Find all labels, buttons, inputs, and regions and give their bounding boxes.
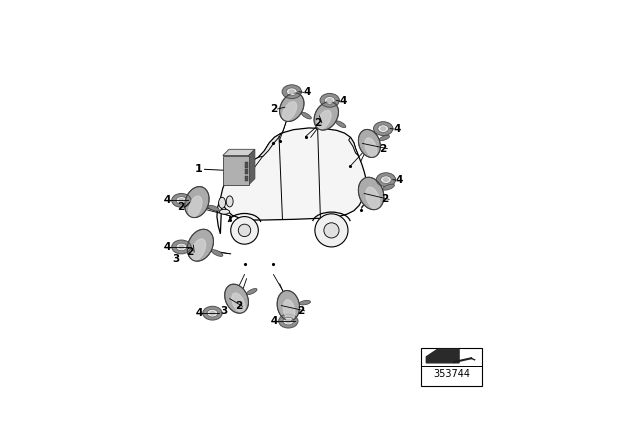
Polygon shape <box>217 128 367 234</box>
Ellipse shape <box>314 102 339 130</box>
Ellipse shape <box>289 90 294 94</box>
Ellipse shape <box>225 284 248 313</box>
Text: 2: 2 <box>177 202 184 212</box>
Ellipse shape <box>208 205 219 211</box>
Ellipse shape <box>282 85 301 99</box>
Ellipse shape <box>284 300 295 320</box>
Ellipse shape <box>246 289 257 295</box>
Ellipse shape <box>179 245 184 249</box>
Ellipse shape <box>189 196 202 217</box>
Circle shape <box>238 224 251 237</box>
Ellipse shape <box>172 240 191 254</box>
Polygon shape <box>349 137 358 155</box>
Text: 3: 3 <box>220 306 227 316</box>
Ellipse shape <box>280 93 304 121</box>
Ellipse shape <box>286 319 291 323</box>
Ellipse shape <box>220 209 230 214</box>
Ellipse shape <box>374 122 393 135</box>
Text: 2: 2 <box>270 104 277 114</box>
Ellipse shape <box>219 197 225 208</box>
Text: 4: 4 <box>164 242 172 252</box>
Text: 2: 2 <box>381 194 388 204</box>
Ellipse shape <box>327 99 332 102</box>
Ellipse shape <box>320 94 339 107</box>
Circle shape <box>315 214 348 247</box>
Ellipse shape <box>287 88 297 95</box>
Ellipse shape <box>277 290 300 321</box>
Ellipse shape <box>185 187 209 218</box>
Ellipse shape <box>226 196 233 207</box>
Ellipse shape <box>378 125 388 133</box>
Ellipse shape <box>381 127 386 130</box>
Ellipse shape <box>381 176 391 184</box>
Ellipse shape <box>176 197 187 204</box>
Polygon shape <box>259 133 282 157</box>
Text: 4: 4 <box>340 96 348 106</box>
Ellipse shape <box>176 243 187 251</box>
Text: 4: 4 <box>303 87 311 97</box>
Ellipse shape <box>211 250 223 256</box>
Text: 2: 2 <box>186 247 194 257</box>
Ellipse shape <box>383 184 394 190</box>
Bar <box>244 163 248 168</box>
Bar <box>223 155 249 185</box>
Ellipse shape <box>232 293 245 312</box>
Ellipse shape <box>336 121 346 128</box>
Ellipse shape <box>358 177 384 210</box>
Text: 1: 1 <box>195 164 202 174</box>
Ellipse shape <box>365 138 377 157</box>
Ellipse shape <box>278 314 298 328</box>
Circle shape <box>231 216 259 244</box>
Ellipse shape <box>324 96 335 104</box>
Text: 4: 4 <box>196 308 204 318</box>
Polygon shape <box>223 149 255 155</box>
Text: 4: 4 <box>396 175 403 185</box>
Ellipse shape <box>203 306 222 320</box>
Ellipse shape <box>301 112 312 119</box>
Text: 2: 2 <box>380 144 387 154</box>
Text: 2: 2 <box>235 301 242 311</box>
Ellipse shape <box>188 229 213 261</box>
Ellipse shape <box>383 178 388 181</box>
Ellipse shape <box>210 311 215 315</box>
Ellipse shape <box>172 194 191 207</box>
Ellipse shape <box>366 187 380 209</box>
Ellipse shape <box>380 135 390 141</box>
Ellipse shape <box>317 110 331 129</box>
Text: 3: 3 <box>173 254 180 264</box>
Ellipse shape <box>300 301 310 305</box>
Text: 2: 2 <box>297 306 304 316</box>
Ellipse shape <box>191 239 205 260</box>
Polygon shape <box>249 149 255 185</box>
Text: 4: 4 <box>271 316 278 326</box>
Polygon shape <box>426 349 459 363</box>
Bar <box>244 169 248 174</box>
Ellipse shape <box>207 310 218 317</box>
Bar <box>244 176 248 181</box>
Text: 353744: 353744 <box>433 369 470 379</box>
Text: 4: 4 <box>164 195 172 205</box>
Text: 2: 2 <box>314 118 321 128</box>
Text: 4: 4 <box>394 124 401 134</box>
Bar <box>421 348 481 386</box>
Ellipse shape <box>358 129 380 157</box>
Circle shape <box>324 223 339 238</box>
Ellipse shape <box>282 102 296 121</box>
Ellipse shape <box>376 173 396 186</box>
Ellipse shape <box>283 317 294 325</box>
Ellipse shape <box>179 198 184 202</box>
